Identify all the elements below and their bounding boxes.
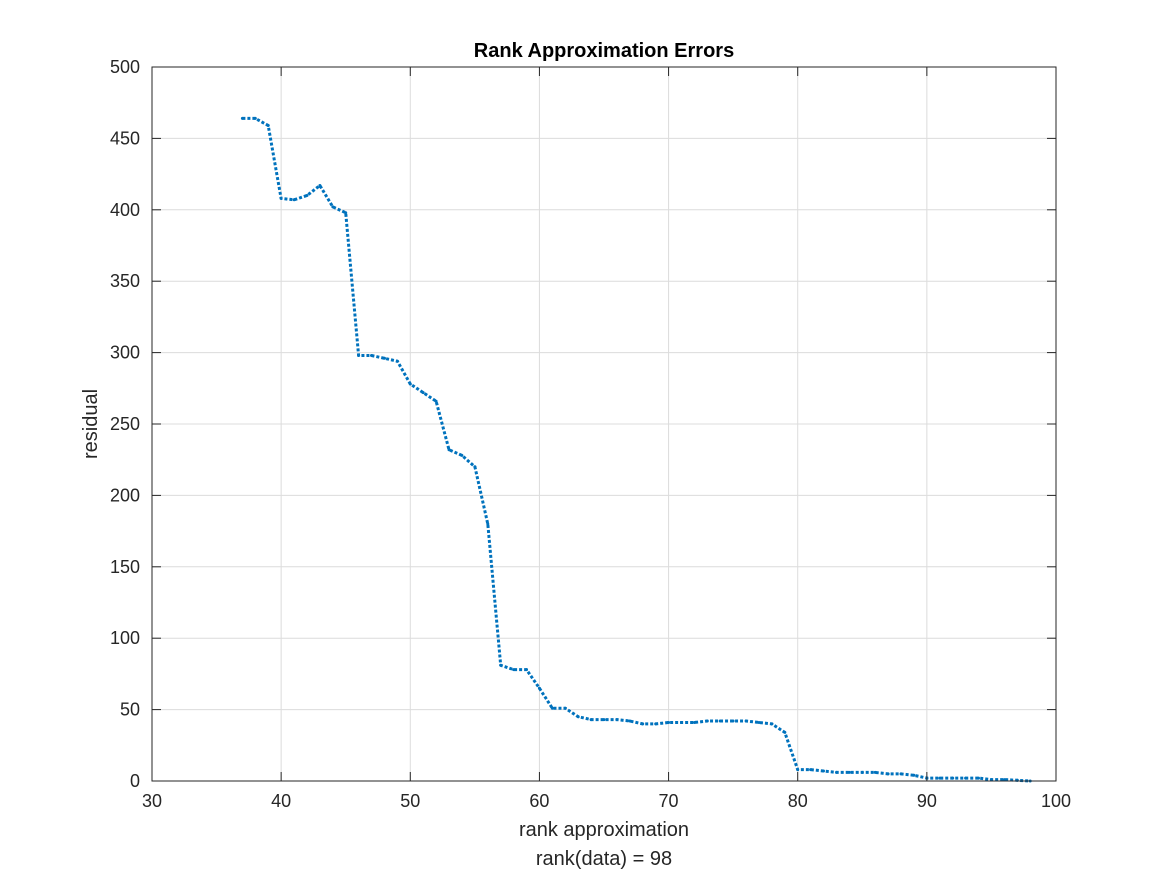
data-point xyxy=(344,211,348,215)
data-point xyxy=(357,354,361,357)
y-tick-label: 500 xyxy=(110,57,140,77)
data-point xyxy=(305,194,309,197)
data-point xyxy=(847,770,851,774)
data-point xyxy=(279,196,283,200)
data-point xyxy=(563,706,567,710)
y-tick-label: 0 xyxy=(130,771,140,791)
data-point xyxy=(809,768,813,772)
y-tick-label: 400 xyxy=(110,200,140,220)
y-tick-label: 250 xyxy=(110,414,140,434)
data-point xyxy=(421,391,425,395)
data-point xyxy=(989,778,993,782)
data-point xyxy=(692,721,696,724)
x-tick-label: 30 xyxy=(142,791,162,811)
data-point xyxy=(370,354,373,357)
data-point xyxy=(680,721,683,724)
data-point xyxy=(860,770,864,774)
data-point xyxy=(602,718,606,722)
data-point xyxy=(292,198,296,202)
data-point xyxy=(912,773,916,777)
data-point xyxy=(628,719,632,723)
data-point xyxy=(512,668,516,672)
data-point xyxy=(537,686,541,690)
data-point xyxy=(770,722,774,726)
series-layer xyxy=(240,116,1032,783)
data-point xyxy=(589,718,593,722)
x-tick-label: 80 xyxy=(788,791,808,811)
y-tick-label: 50 xyxy=(120,700,140,720)
x-tick-label: 60 xyxy=(529,791,549,811)
data-point xyxy=(253,116,257,120)
chart-title: Rank Approximation Errors xyxy=(474,40,734,62)
data-point xyxy=(525,668,528,672)
data-point xyxy=(731,719,735,723)
data-point xyxy=(486,522,490,526)
x-tick-label: 90 xyxy=(917,791,937,811)
data-point xyxy=(460,453,464,457)
data-point xyxy=(550,706,554,710)
data-point xyxy=(1002,778,1006,782)
data-point xyxy=(718,719,722,723)
x-tick-label: 70 xyxy=(659,791,679,811)
data-point xyxy=(667,721,671,724)
data-point xyxy=(331,205,335,209)
y-tick-label: 450 xyxy=(110,128,140,148)
data-point xyxy=(641,722,645,726)
y-tick-label: 350 xyxy=(110,271,140,291)
data-point xyxy=(796,768,800,772)
x-tick-labels: 30 40 50 60 70 80 90 100 xyxy=(142,791,1071,811)
data-point xyxy=(395,359,399,363)
data-point xyxy=(938,776,942,780)
y-axis-label: residual xyxy=(80,389,102,459)
data-point xyxy=(835,770,838,774)
data-point xyxy=(615,718,619,722)
x-axis-sublabel: rank(data) = 98 xyxy=(536,848,672,870)
data-point xyxy=(757,721,761,724)
ticks xyxy=(151,66,1057,782)
y-tick-label: 200 xyxy=(110,485,140,505)
data-point xyxy=(499,663,503,667)
data-point xyxy=(576,715,580,719)
data-point xyxy=(964,776,968,780)
x-axis-label: rank approximation xyxy=(519,819,689,841)
data-point xyxy=(654,722,658,726)
data-point xyxy=(977,776,980,780)
y-tick-label: 100 xyxy=(110,628,140,648)
data-point xyxy=(886,772,890,776)
data-point xyxy=(383,356,386,360)
x-tick-label: 40 xyxy=(271,791,291,811)
y-tick-label: 150 xyxy=(110,557,140,577)
x-tick-label: 50 xyxy=(400,791,420,811)
data-point xyxy=(822,769,825,773)
data-point xyxy=(473,465,477,469)
series-line-0 xyxy=(242,116,1031,783)
data-point xyxy=(266,124,270,127)
data-point xyxy=(951,776,955,780)
y-tick-labels: 0 50 100 150 200 250 300 350 400 450 500 xyxy=(110,57,140,791)
data-point xyxy=(447,448,451,452)
x-tick-label: 100 xyxy=(1041,791,1071,811)
data-point xyxy=(434,399,438,403)
y-tick-label: 300 xyxy=(110,343,140,363)
data-point xyxy=(408,382,412,386)
data-point xyxy=(899,772,903,776)
data-point xyxy=(318,184,322,187)
data-point xyxy=(705,719,709,723)
data-point xyxy=(783,730,787,734)
data-point xyxy=(873,770,877,774)
data-point xyxy=(744,719,748,723)
data-point xyxy=(240,116,244,120)
